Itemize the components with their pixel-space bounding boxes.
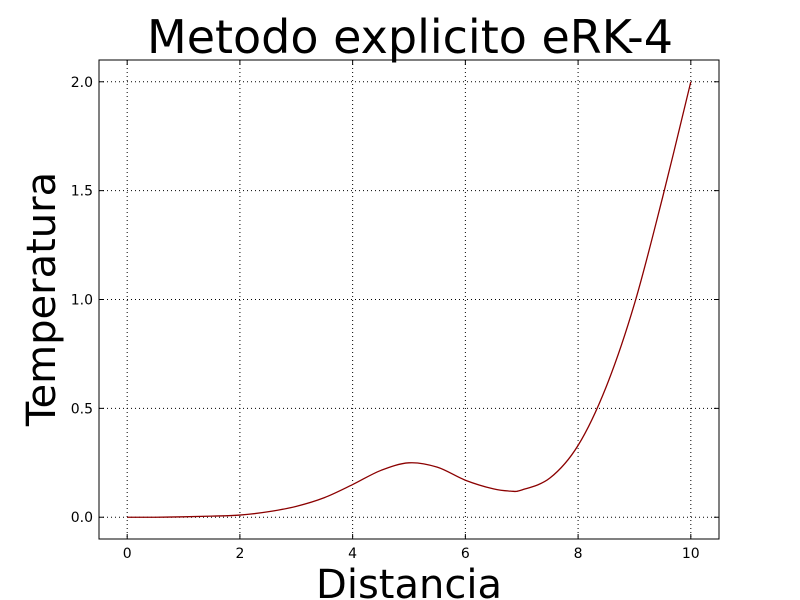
chart-title: Metodo explicito eRK-4 xyxy=(147,10,673,64)
y-tick-label: 1.5 xyxy=(71,184,93,200)
series-line xyxy=(127,81,692,518)
y-tick-label: 1.0 xyxy=(71,293,93,309)
x-tick-label: 10 xyxy=(682,546,700,562)
x-tick-label: 6 xyxy=(461,546,470,562)
y-tick-labels: 0.0 0.5 1.0 1.5 2.0 xyxy=(71,75,93,526)
y-tick-label: 2.0 xyxy=(71,75,93,91)
x-tick-label: 0 xyxy=(123,546,132,562)
y-tick-label: 0.0 xyxy=(71,510,93,526)
axis-ticks xyxy=(99,60,719,539)
y-tick-label: 0.5 xyxy=(71,401,93,417)
x-tick-label: 2 xyxy=(235,546,244,562)
x-tick-labels: 0 2 4 6 8 10 xyxy=(123,546,700,562)
y-axis-label: Temperatura xyxy=(19,172,65,427)
x-axis-label: Distancia xyxy=(316,562,502,600)
grid-lines xyxy=(99,60,719,539)
x-tick-label: 8 xyxy=(574,546,583,562)
x-tick-label: 4 xyxy=(348,546,357,562)
